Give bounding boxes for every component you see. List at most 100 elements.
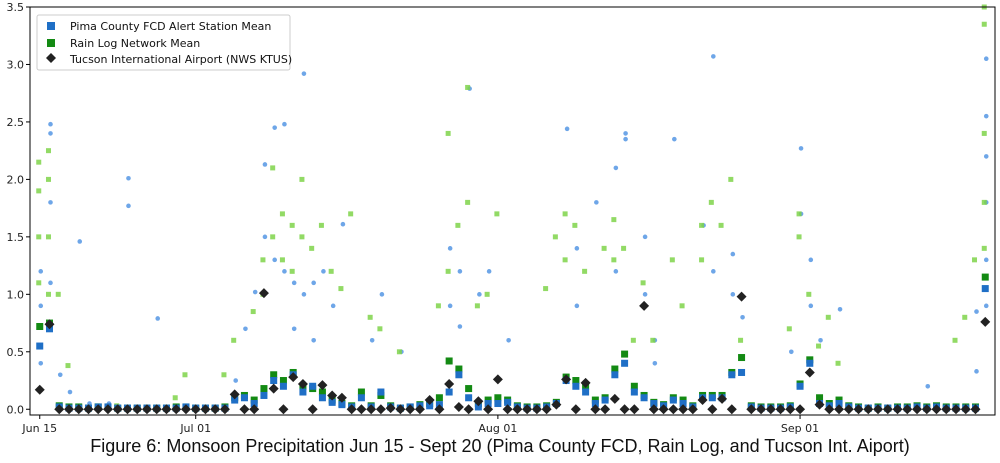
pima-mean-point bbox=[426, 402, 434, 410]
pima-mean-point bbox=[640, 394, 648, 402]
pima-station-point bbox=[155, 316, 161, 321]
pima-station-point bbox=[233, 378, 238, 383]
pima-mean-point bbox=[806, 359, 814, 367]
rain-log-station-point bbox=[65, 363, 71, 369]
airport-point bbox=[112, 404, 123, 415]
airport-point bbox=[210, 404, 221, 415]
airport-point bbox=[278, 404, 289, 415]
airport-point bbox=[288, 372, 299, 383]
airport-point bbox=[317, 380, 328, 391]
pima-station-point bbox=[48, 280, 53, 286]
rain-log-station-point bbox=[45, 148, 51, 154]
pima-station-point bbox=[48, 200, 53, 205]
airport-point bbox=[297, 378, 308, 389]
rain-log-station-point bbox=[172, 395, 178, 401]
pima-mean-point bbox=[650, 400, 658, 408]
pima-station-point bbox=[447, 303, 453, 309]
y-tick-label: 1.5 bbox=[7, 231, 25, 244]
pima-station-point bbox=[711, 54, 716, 59]
legend-label-rain-log: Rain Log Network Mean bbox=[70, 37, 200, 50]
legend-label-airport: Tucson International Airport (NWS KTUS) bbox=[69, 53, 292, 66]
airport-point bbox=[307, 404, 318, 415]
pima-station-point bbox=[983, 257, 989, 263]
pima-station-point bbox=[486, 269, 492, 274]
rain-log-station-point bbox=[981, 245, 987, 251]
x-axis: Jun 15 Jul 01 Aug 01 Sep 01 bbox=[21, 415, 819, 435]
rain-log-mean-point bbox=[279, 377, 287, 385]
rain-log-station-point bbox=[45, 176, 51, 182]
rain-log-station-point bbox=[582, 268, 588, 274]
rain-log-station-point bbox=[474, 303, 480, 309]
pima-mean-point bbox=[669, 396, 677, 404]
airport-point bbox=[132, 404, 143, 415]
pima-station-point bbox=[291, 326, 297, 332]
rain-log-station-point bbox=[279, 211, 285, 217]
pima-station-point bbox=[613, 269, 619, 274]
airport-point bbox=[258, 288, 269, 299]
pima-mean-point bbox=[835, 400, 843, 408]
pima-station-point bbox=[67, 389, 73, 395]
rain-log-mean-point bbox=[816, 394, 824, 402]
pima-mean-point bbox=[591, 400, 599, 408]
rain-log-mean-point bbox=[611, 365, 619, 373]
pima-mean-point bbox=[708, 394, 716, 402]
airport-point bbox=[726, 404, 737, 415]
pima-station-point bbox=[38, 360, 44, 366]
airport-point bbox=[882, 404, 893, 415]
pima-station-point bbox=[730, 251, 736, 257]
pima-station-point bbox=[301, 71, 307, 76]
pima-station-point bbox=[672, 136, 677, 142]
legend-label-pima: Pima County FCD Alert Station Mean bbox=[70, 20, 271, 33]
pima-station-point bbox=[477, 292, 482, 297]
pima-mean-point bbox=[338, 401, 346, 409]
airport-point bbox=[648, 404, 659, 415]
rain-log-mean-point bbox=[455, 365, 463, 373]
airport-point bbox=[444, 378, 455, 389]
rain-log-mean-point bbox=[36, 323, 44, 331]
airport-series bbox=[34, 288, 991, 415]
rain-log-station-point bbox=[182, 372, 188, 378]
pima-mean-point bbox=[728, 371, 736, 379]
airport-point bbox=[951, 404, 962, 415]
airport-point bbox=[658, 404, 669, 415]
airport-point bbox=[327, 390, 338, 401]
y-tick-label: 3.5 bbox=[7, 1, 25, 14]
airport-point bbox=[83, 404, 94, 415]
airport-point bbox=[912, 404, 923, 415]
rain-log-station-point bbox=[465, 84, 471, 90]
rain-log-station-points bbox=[36, 4, 987, 409]
pima-station-point bbox=[818, 337, 823, 343]
rain-log-station-point bbox=[289, 222, 295, 228]
pima-station-point bbox=[243, 326, 248, 332]
pima-mean-point bbox=[240, 394, 248, 402]
pima-station-point bbox=[711, 269, 716, 274]
rain-log-mean-point bbox=[435, 394, 443, 402]
pima-station-point bbox=[974, 369, 979, 374]
pima-station-point bbox=[983, 303, 989, 309]
rain-log-station-point bbox=[621, 245, 627, 251]
airport-point bbox=[960, 404, 971, 415]
airport-point bbox=[502, 404, 513, 415]
rain-log-mean-point bbox=[445, 357, 453, 365]
pima-station-point bbox=[983, 56, 989, 62]
pima-station-point bbox=[369, 337, 375, 343]
rain-log-station-point bbox=[718, 222, 724, 228]
airport-point bbox=[570, 404, 581, 415]
pima-station-point bbox=[38, 269, 44, 274]
pima-mean-point bbox=[484, 400, 492, 408]
pima-station-point bbox=[642, 234, 648, 240]
pima-station-point bbox=[837, 306, 843, 312]
pima-station-point bbox=[574, 303, 580, 309]
airport-point bbox=[843, 404, 854, 415]
airport-point bbox=[336, 392, 347, 403]
pima-station-point bbox=[126, 203, 131, 209]
rain-log-station-point bbox=[728, 176, 734, 182]
airport-point bbox=[775, 404, 786, 415]
airport-point bbox=[941, 404, 952, 415]
airport-point bbox=[473, 396, 484, 407]
rain-log-station-point bbox=[816, 343, 822, 349]
airport-point bbox=[824, 404, 835, 415]
pima-mean-point bbox=[474, 403, 482, 411]
rain-log-station-point bbox=[36, 159, 42, 165]
airport-point bbox=[531, 404, 542, 415]
